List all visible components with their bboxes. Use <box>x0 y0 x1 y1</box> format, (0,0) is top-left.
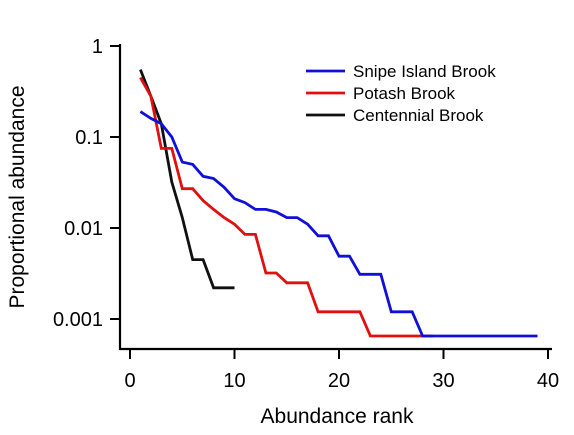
legend: Snipe Island Brook Potash Brook Centennial… <box>306 62 496 125</box>
y-axis-title: Proportional abundance <box>6 85 29 308</box>
legend-label: Snipe Island Brook <box>353 62 496 81</box>
y-tick-label: 0.01 <box>64 218 103 240</box>
y-tick-label: 0.001 <box>53 309 103 331</box>
x-tick-label: 0 <box>124 370 135 392</box>
x-tick-label: 20 <box>328 370 350 392</box>
y-tick-label: 0.1 <box>75 127 103 149</box>
series-line-snipe-island-brook <box>139 110 538 338</box>
series-line-centennial-brook <box>139 69 235 290</box>
series-line-potash-brook <box>139 76 434 338</box>
y-axis-ticks: 1 0.1 0.01 0.001 <box>53 36 120 331</box>
legend-label: Potash Brook <box>353 84 456 103</box>
plot-area: 1 0.1 0.01 0.001 0 10 20 30 40 <box>53 36 559 392</box>
y-tick-label: 1 <box>92 36 103 58</box>
legend-label: Centennial Brook <box>353 106 484 125</box>
x-tick-label: 40 <box>537 370 559 392</box>
series-layer <box>139 69 538 338</box>
x-tick-label: 10 <box>223 370 245 392</box>
x-tick-label: 30 <box>432 370 454 392</box>
x-axis-ticks: 0 10 20 30 40 <box>124 349 559 392</box>
x-axis-title: Abundance rank <box>261 405 414 428</box>
